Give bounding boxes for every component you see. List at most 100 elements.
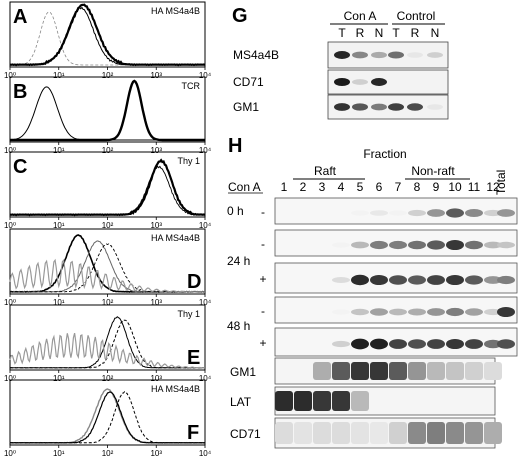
blot-band [389, 210, 407, 216]
blot-band [371, 51, 387, 59]
blot-band [313, 422, 331, 444]
blot-band [334, 77, 350, 87]
blot-band [370, 338, 388, 350]
blot-band [351, 274, 369, 286]
blot-band [389, 362, 407, 380]
blot-band [465, 362, 483, 380]
fraction-number: 6 [376, 180, 383, 194]
blot-band [351, 422, 369, 444]
blot-band [389, 275, 407, 285]
fraction-number: 4 [338, 180, 345, 194]
histogram-curve [9, 258, 205, 293]
blot-band [446, 274, 464, 286]
fraction-number: 1 [281, 180, 288, 194]
blot-band [275, 391, 293, 411]
x-tick-label: 10⁴ [199, 298, 212, 307]
histogram-curve [10, 79, 205, 142]
x-tick-label: 10³ [150, 146, 162, 155]
fraction-number: 3 [319, 180, 326, 194]
lane-label: R [356, 26, 365, 40]
blot-band [371, 78, 387, 86]
x-tick-label: 10² [102, 71, 114, 80]
blot-band [427, 422, 445, 444]
fraction-number: 9 [433, 180, 440, 194]
lane-label: T [338, 26, 346, 40]
blot-band [408, 362, 426, 380]
x-tick-label: 10² [102, 146, 114, 155]
blot-band [351, 241, 369, 249]
panel-letter-f: F [187, 422, 199, 444]
x-tick-label: 10² [102, 221, 114, 230]
panel-letter-c: C [13, 156, 27, 178]
histogram-curve [9, 390, 206, 444]
blot-band [351, 308, 369, 316]
blot-band [351, 210, 369, 216]
blot-band [484, 241, 502, 249]
histogram-curve [9, 332, 206, 369]
panel-letter-g: G [232, 5, 248, 27]
marker-label: CD71 [230, 427, 261, 441]
blot-band [388, 51, 404, 59]
x-tick-label: 10⁰ [4, 221, 16, 230]
x-tick-label: 10³ [150, 298, 162, 307]
x-tick-label: 10² [102, 374, 114, 383]
blot-band [497, 339, 515, 349]
blot-band [332, 340, 350, 348]
blot-band [332, 242, 350, 248]
flow-marker-label: HA MS4a4B [151, 384, 200, 394]
blot-band [408, 275, 426, 285]
flow-marker-label: TCR [182, 81, 201, 91]
blot-band [497, 275, 515, 285]
histogram-curve [9, 388, 206, 444]
panel-letter-b: B [13, 81, 27, 103]
histogram-curve [9, 234, 206, 293]
blot-band [389, 240, 407, 250]
blot-band [352, 51, 368, 59]
blot-band [370, 308, 388, 316]
x-tick-label: 10⁰ [4, 146, 16, 155]
blot-row-label: MS4a4B [233, 48, 279, 62]
blot-band [370, 210, 388, 216]
blot-band [446, 307, 464, 317]
lane-label: N [431, 26, 440, 40]
x-tick-label: 10³ [150, 71, 162, 80]
blot-band [484, 209, 502, 217]
blot-band [370, 362, 388, 380]
treatment-sign: - [261, 304, 265, 318]
blot-band [427, 339, 445, 349]
histogram-curve [9, 6, 206, 66]
blot-band [332, 362, 350, 380]
blot-band [407, 103, 423, 111]
x-tick-label: 10² [102, 449, 114, 458]
x-tick-label: 10² [102, 298, 114, 307]
fraction-number: 11 [468, 180, 481, 194]
histogram-curve [9, 158, 206, 217]
x-tick-label: 10³ [150, 449, 162, 458]
treatment-sign: - [261, 237, 265, 251]
fraction-number: 8 [414, 180, 421, 194]
histogram-curve [9, 243, 206, 293]
blot-band [465, 422, 483, 444]
nonraft-label: Non-raft [411, 164, 455, 178]
blot-band [465, 339, 483, 349]
x-tick-label: 10¹ [53, 374, 65, 383]
blot-band [427, 209, 445, 217]
blot-band [497, 209, 515, 217]
time-label-0h: 0 h [227, 204, 244, 218]
total-label: Total [494, 170, 508, 195]
x-tick-label: 10⁴ [199, 449, 212, 458]
x-tick-label: 10⁴ [199, 146, 212, 155]
x-tick-label: 10⁰ [4, 298, 16, 307]
blot-band [427, 275, 445, 285]
blot-band [313, 362, 331, 380]
histogram-curve [9, 391, 206, 444]
blot-band [294, 391, 312, 411]
x-tick-label: 10⁰ [4, 374, 16, 383]
blot-band [408, 308, 426, 316]
blot-band [497, 241, 515, 249]
panel-letter-e: E [187, 347, 200, 369]
fraction-number: 2 [300, 180, 307, 194]
flow-marker-label: Thy 1 [177, 309, 200, 319]
